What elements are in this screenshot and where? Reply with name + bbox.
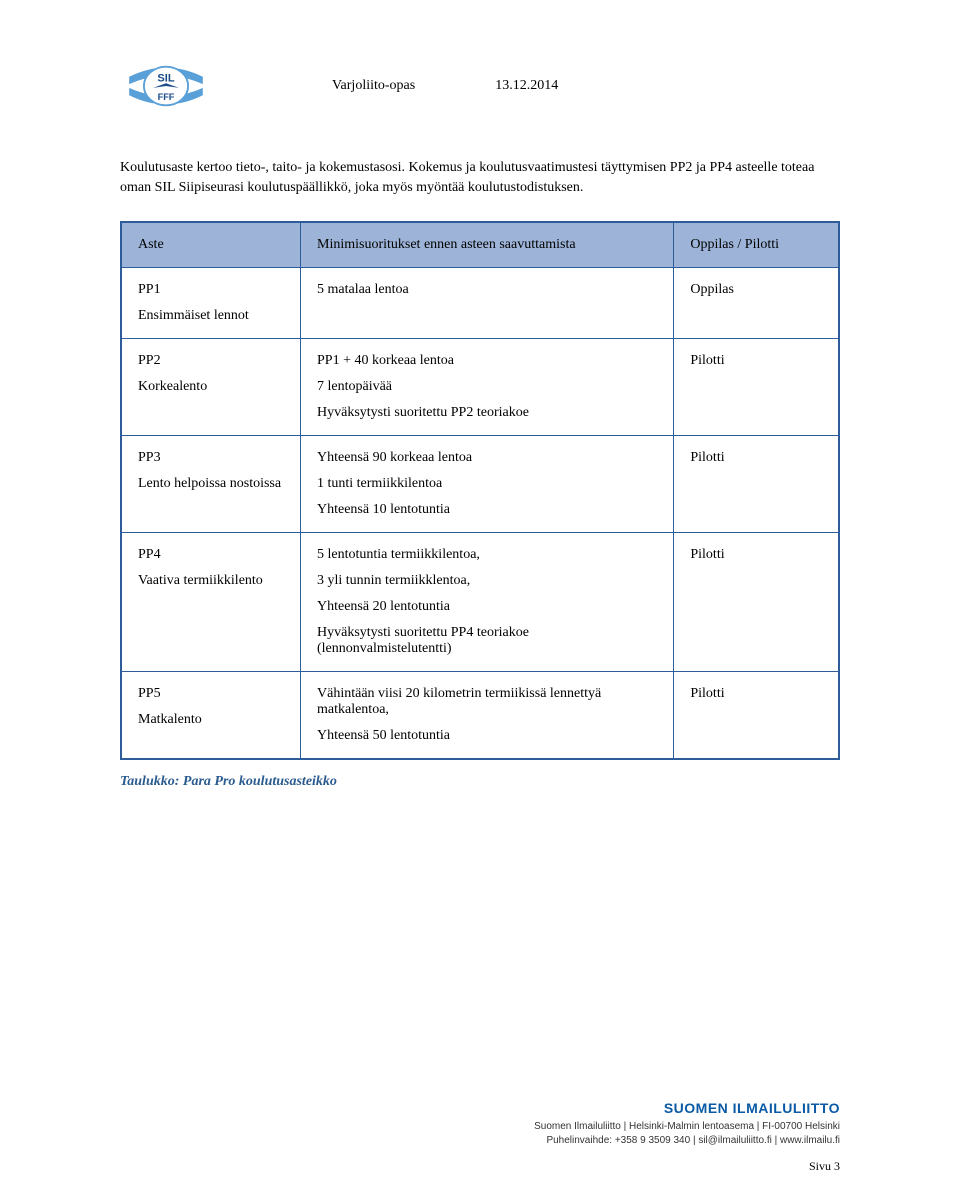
aste-code: PP1: [138, 282, 284, 298]
svg-text:FFF: FFF: [158, 92, 175, 102]
footer-brand: SUOMEN ILMAILULIITTO: [120, 1100, 840, 1116]
page-header: SIL FFF Varjoliito-opas 13.12.2014: [120, 40, 840, 132]
doc-title: Varjoliito-opas: [332, 78, 415, 94]
header-text-group: Varjoliito-opas 13.12.2014: [332, 78, 558, 94]
cell-status: Pilotti: [674, 671, 839, 759]
cell-status: Oppilas: [674, 267, 839, 338]
cell-aste: PP1 Ensimmäiset lennot: [121, 267, 301, 338]
req-line: Yhteensä 50 lentotuntia: [317, 728, 657, 744]
req-line: Yhteensä 10 lentotuntia: [317, 502, 657, 518]
table-row: PP4 Vaativa termiikkilento 5 lentotuntia…: [121, 532, 839, 671]
aste-code: PP4: [138, 547, 284, 563]
req-line: 5 lentotuntia termiikkilentoa,: [317, 547, 657, 563]
cell-status: Pilotti: [674, 435, 839, 532]
table-row: PP3 Lento helpoissa nostoissa Yhteensä 9…: [121, 435, 839, 532]
table-row: PP5 Matkalento Vähintään viisi 20 kilome…: [121, 671, 839, 759]
req-line: Yhteensä 20 lentotuntia: [317, 599, 657, 615]
req-line: Hyväksytysti suoritettu PP4 teoriakoe (l…: [317, 625, 657, 657]
cell-req: 5 matalaa lentoa: [301, 267, 674, 338]
req-line: Hyväksytysti suoritettu PP2 teoriakoe: [317, 405, 657, 421]
aste-code: PP2: [138, 353, 284, 369]
cell-req: 5 lentotuntia termiikkilentoa, 3 yli tun…: [301, 532, 674, 671]
koulutus-table: Aste Minimisuoritukset ennen asteen saav…: [120, 221, 840, 760]
cell-aste: PP3 Lento helpoissa nostoissa: [121, 435, 301, 532]
cell-aste: PP5 Matkalento: [121, 671, 301, 759]
aste-desc: Korkealento: [138, 379, 284, 395]
cell-aste: PP4 Vaativa termiikkilento: [121, 532, 301, 671]
req-line: Yhteensä 90 korkeaa lentoa: [317, 450, 657, 466]
aste-desc: Lento helpoissa nostoissa: [138, 476, 284, 492]
table-header-row: Aste Minimisuoritukset ennen asteen saav…: [121, 222, 839, 268]
cell-req: PP1 + 40 korkeaa lentoa 7 lentopäivää Hy…: [301, 338, 674, 435]
req-line: 5 matalaa lentoa: [317, 282, 657, 298]
req-line: 7 lentopäivää: [317, 379, 657, 395]
page-number: Sivu 3: [120, 1159, 840, 1174]
sil-logo: SIL FFF: [120, 40, 212, 132]
page-footer: SUOMEN ILMAILULIITTO Suomen Ilmailuliitt…: [120, 1100, 840, 1174]
svg-text:SIL: SIL: [157, 72, 174, 84]
aste-desc: Matkalento: [138, 712, 284, 728]
table-row: PP2 Korkealento PP1 + 40 korkeaa lentoa …: [121, 338, 839, 435]
table-row: PP1 Ensimmäiset lennot 5 matalaa lentoa …: [121, 267, 839, 338]
req-line: PP1 + 40 korkeaa lentoa: [317, 353, 657, 369]
th-minimi: Minimisuoritukset ennen asteen saavuttam…: [301, 222, 674, 268]
aste-code: PP3: [138, 450, 284, 466]
th-status: Oppilas / Pilotti: [674, 222, 839, 268]
th-aste: Aste: [121, 222, 301, 268]
page-container: SIL FFF Varjoliito-opas 13.12.2014 Koulu…: [0, 0, 960, 1202]
footer-contact: Puhelinvaihde: +358 9 3509 340 | sil@ilm…: [120, 1134, 840, 1148]
cell-req: Vähintään viisi 20 kilometrin termiikiss…: [301, 671, 674, 759]
doc-date: 13.12.2014: [495, 78, 558, 94]
cell-req: Yhteensä 90 korkeaa lentoa 1 tunti termi…: [301, 435, 674, 532]
req-line: Vähintään viisi 20 kilometrin termiikiss…: [317, 686, 657, 718]
intro-paragraph: Koulutusaste kertoo tieto-, taito- ja ko…: [120, 158, 840, 199]
aste-desc: Ensimmäiset lennot: [138, 308, 284, 324]
cell-aste: PP2 Korkealento: [121, 338, 301, 435]
table-caption: Taulukko: Para Pro koulutusasteikko: [120, 774, 840, 790]
cell-status: Pilotti: [674, 338, 839, 435]
footer-address: Suomen Ilmailuliitto | Helsinki-Malmin l…: [120, 1120, 840, 1134]
cell-status: Pilotti: [674, 532, 839, 671]
aste-desc: Vaativa termiikkilento: [138, 573, 284, 589]
req-line: 3 yli tunnin termiikklentoa,: [317, 573, 657, 589]
req-line: 1 tunti termiikkilentoa: [317, 476, 657, 492]
aste-code: PP5: [138, 686, 284, 702]
